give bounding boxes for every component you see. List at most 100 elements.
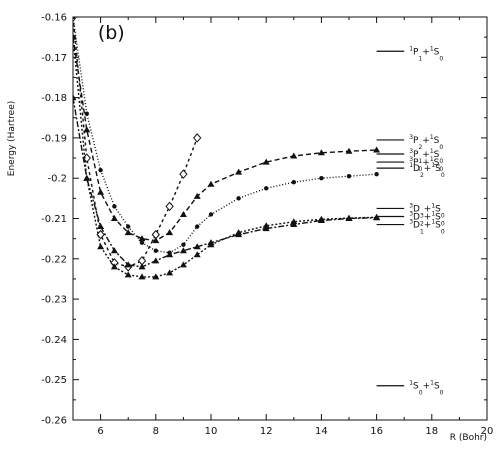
series-point xyxy=(208,212,214,217)
asymptote-label: 1​P1​+1​S0​ xyxy=(409,45,443,62)
y-tick-label: -0.24 xyxy=(41,335,67,346)
series-1-line xyxy=(73,17,198,268)
series-point xyxy=(207,241,215,248)
series-point xyxy=(373,146,381,153)
series-point xyxy=(139,240,145,245)
series-point xyxy=(97,223,105,230)
series-point xyxy=(291,180,296,185)
series-point xyxy=(235,168,243,175)
series-point xyxy=(290,152,298,159)
series-point xyxy=(112,204,117,209)
series-point xyxy=(193,243,201,250)
series-1 xyxy=(73,17,202,272)
series-point xyxy=(110,215,118,221)
series-point xyxy=(152,257,160,264)
y-axis-title: Energy (Hartree) xyxy=(7,101,17,176)
x-tick-label: 20 xyxy=(481,426,494,437)
panel-label: (b) xyxy=(98,22,125,44)
series-3 xyxy=(73,17,379,255)
asymptote-label: 1​S0​+1​S0​ xyxy=(409,380,443,397)
asymptote-label: 3​P1​+1​S0​ xyxy=(409,148,443,165)
series-point xyxy=(73,17,76,20)
x-axis-ticks: 6 8 10 12 14 16 18 20 xyxy=(72,17,494,437)
y-tick-label: -0.26 xyxy=(41,416,67,427)
x-axis-title: R (Bohr) xyxy=(450,433,487,443)
series-2 xyxy=(73,33,381,244)
series-layer xyxy=(73,17,381,280)
series-point xyxy=(138,263,146,270)
x-tick-label: 14 xyxy=(315,426,328,437)
series-point xyxy=(179,261,187,268)
series-point xyxy=(207,180,215,187)
series-4 xyxy=(73,94,381,270)
series-point xyxy=(264,186,269,191)
series-point xyxy=(317,149,325,156)
series-point xyxy=(317,215,325,222)
series-2-line xyxy=(73,37,377,242)
series-point xyxy=(166,229,174,236)
asymptote-label: 3​D2​+1​S0​ xyxy=(409,210,445,227)
asymptote-label: 3​D1​+1​S0​ xyxy=(409,219,445,236)
asymptote-layer: 1​P1​+1​S0​ 3​P2​+1​S0​3​P1​+1​S0​3​P0​+1… xyxy=(376,45,445,397)
series-point xyxy=(262,158,270,165)
x-tick-label: 8 xyxy=(153,426,159,437)
x-tick-label: 6 xyxy=(97,426,103,437)
series-point xyxy=(345,214,353,221)
series-point xyxy=(138,273,146,280)
series-point xyxy=(181,242,186,247)
y-tick-label: -0.16 xyxy=(41,13,67,24)
series-point xyxy=(166,251,174,258)
series-point xyxy=(346,173,352,179)
series-point xyxy=(290,218,298,225)
series-point xyxy=(153,248,158,253)
series-point xyxy=(262,222,270,229)
y-tick-label: -0.23 xyxy=(41,295,67,306)
series-point xyxy=(97,188,105,195)
y-tick-label: -0.17 xyxy=(41,53,67,64)
series-point xyxy=(193,251,201,258)
y-tick-label: -0.21 xyxy=(41,214,67,225)
asymptote-label: 3​P0​+1​S0​ xyxy=(409,156,443,173)
series-point xyxy=(319,176,324,181)
asymptote-label: 1​D2​+1​S0​ xyxy=(409,162,445,179)
series-point xyxy=(165,201,174,212)
x-tick-label: 12 xyxy=(260,426,273,437)
y-tick-label: -0.25 xyxy=(41,375,67,386)
series-point xyxy=(110,247,118,254)
series-point xyxy=(124,229,132,236)
series-point xyxy=(126,224,131,229)
series-point xyxy=(193,192,201,199)
asymptote-label: 3​P2​+1​S0​ xyxy=(409,134,443,151)
series-point xyxy=(179,210,187,217)
series-point xyxy=(138,235,146,242)
series-point xyxy=(73,33,77,40)
series-point xyxy=(110,263,118,270)
y-tick-label: -0.22 xyxy=(41,254,67,265)
series-point xyxy=(179,169,188,179)
x-tick-label: 18 xyxy=(425,426,438,437)
y-tick-label: -0.19 xyxy=(41,133,67,144)
series-point xyxy=(83,126,91,133)
series-point xyxy=(152,237,160,244)
series-point xyxy=(83,174,91,181)
asymptote-label: 3​D3​+1​S0​ xyxy=(409,202,445,219)
series-point xyxy=(98,167,103,173)
series-point xyxy=(97,243,105,250)
series-point xyxy=(193,133,202,143)
series-5-line xyxy=(73,37,377,278)
y-tick-label: -0.2 xyxy=(47,174,67,185)
series-point xyxy=(73,94,77,101)
series-point xyxy=(166,269,174,276)
series-point xyxy=(124,271,132,278)
series-4-line xyxy=(73,97,377,268)
series-3-line xyxy=(73,17,377,254)
series-point xyxy=(84,111,90,116)
series-point xyxy=(179,247,187,254)
series-point xyxy=(124,261,132,268)
series-point xyxy=(345,147,353,154)
x-tick-label: 16 xyxy=(370,426,383,437)
series-point xyxy=(374,171,379,177)
x-tick-label: 10 xyxy=(205,426,218,437)
